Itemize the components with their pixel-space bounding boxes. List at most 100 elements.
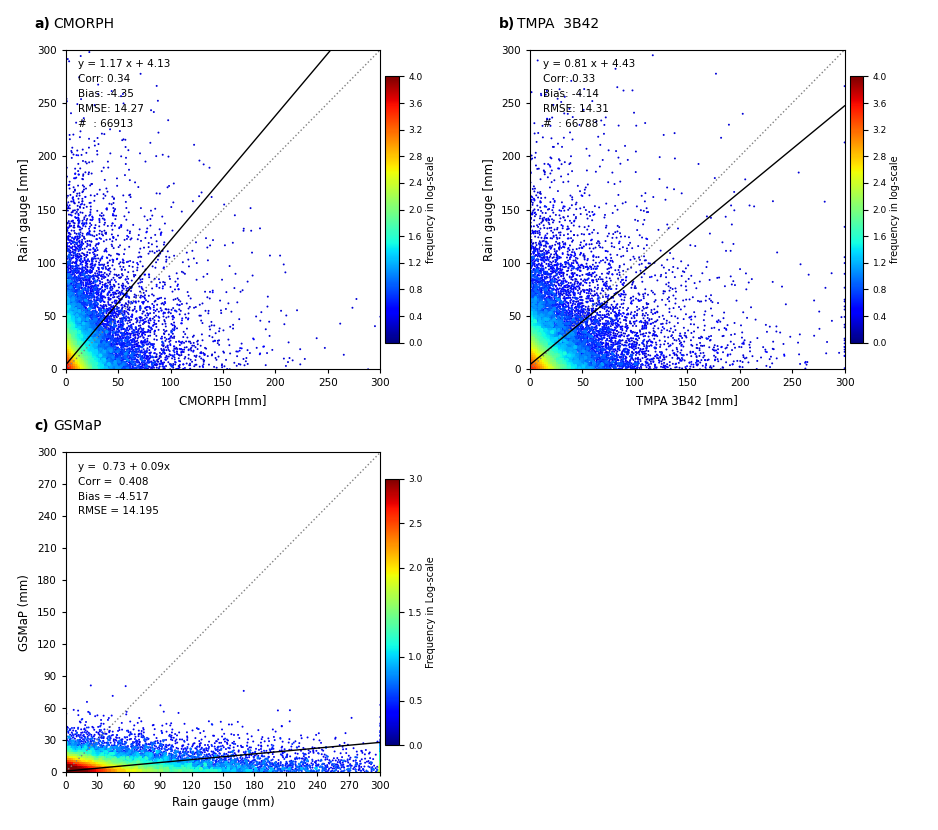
Point (68, 292, 83, 305)
Point (528, 320, 543, 333)
Point (133, 760, 148, 774)
Point (535, 358, 550, 371)
Point (522, 357, 537, 370)
Point (530, 360, 545, 374)
Point (547, 353, 562, 366)
Point (565, 347, 580, 360)
Point (68, 764, 83, 777)
Point (62, 764, 77, 778)
Point (85, 764, 100, 778)
Point (63, 764, 78, 778)
Point (524, 361, 539, 374)
Point (530, 333, 545, 346)
Point (96, 344, 111, 357)
Point (111, 764, 126, 777)
Point (83, 760, 98, 774)
Point (78, 761, 93, 774)
Point (525, 350, 540, 364)
Point (64, 353, 79, 366)
Point (63, 361, 78, 374)
Point (599, 362, 614, 375)
Point (61, 361, 76, 374)
Point (545, 342, 560, 355)
Point (66, 350, 81, 364)
Point (79, 765, 94, 779)
Point (61, 361, 76, 374)
Point (58, 356, 73, 369)
Point (61, 360, 76, 374)
Point (526, 360, 541, 374)
Point (524, 337, 539, 350)
Point (99, 761, 114, 774)
Point (318, 759, 333, 773)
Point (525, 355, 540, 369)
Point (69, 353, 84, 366)
Point (62, 356, 77, 369)
Point (59, 760, 74, 774)
Point (77, 760, 92, 774)
Point (524, 349, 539, 363)
Point (61, 351, 76, 364)
Point (524, 354, 539, 367)
Point (571, 350, 586, 364)
Point (315, 763, 330, 776)
Point (65, 759, 80, 773)
Point (61, 351, 76, 364)
Point (529, 333, 544, 346)
Point (528, 352, 543, 365)
Point (532, 354, 547, 368)
Point (127, 765, 142, 779)
Point (524, 340, 539, 354)
Point (548, 360, 563, 374)
Point (61, 765, 76, 779)
Point (62, 352, 77, 365)
Point (542, 346, 557, 359)
Point (529, 353, 544, 366)
Point (538, 359, 553, 372)
Point (67, 763, 82, 776)
Point (63, 355, 78, 369)
Point (524, 361, 539, 374)
Point (59, 360, 74, 374)
Point (59, 356, 74, 369)
Point (708, 344, 723, 357)
Point (63, 763, 78, 776)
Point (526, 360, 541, 374)
Point (62, 352, 77, 365)
Point (70, 762, 85, 775)
Point (524, 233, 539, 247)
Point (525, 350, 540, 364)
Point (531, 354, 546, 368)
Point (105, 360, 120, 374)
Point (202, 758, 217, 771)
Point (65, 354, 80, 367)
Point (70, 765, 85, 779)
Point (346, 754, 361, 768)
Point (66, 764, 81, 778)
Point (64, 359, 79, 373)
Point (77, 342, 92, 355)
Point (125, 296, 140, 310)
Point (67, 354, 82, 367)
Point (531, 352, 546, 365)
Point (63, 352, 78, 365)
Point (559, 331, 574, 344)
Point (68, 765, 83, 779)
Point (63, 363, 78, 376)
Point (75, 764, 90, 778)
Point (68, 756, 83, 769)
Point (533, 356, 548, 369)
Point (525, 361, 540, 374)
Point (67, 754, 82, 768)
Point (59, 764, 74, 778)
Point (231, 753, 246, 766)
Point (60, 341, 75, 354)
Point (538, 334, 553, 347)
Point (538, 333, 553, 346)
Point (70, 747, 85, 760)
Point (90, 760, 105, 774)
Point (545, 327, 560, 340)
Point (71, 763, 86, 776)
Point (550, 354, 565, 367)
Point (59, 750, 74, 764)
